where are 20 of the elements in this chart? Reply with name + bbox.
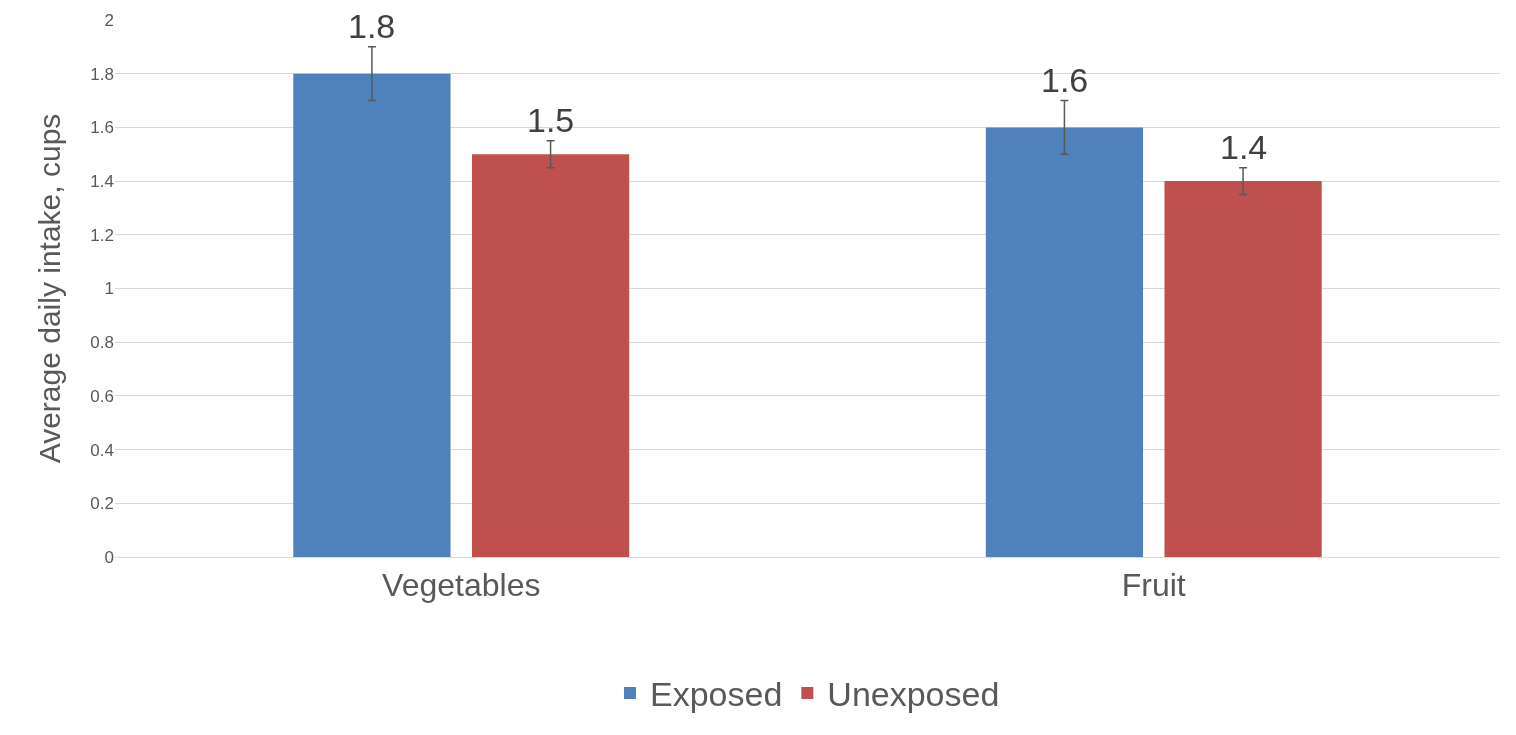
data-label: 1.5 — [527, 101, 575, 139]
y-tick-label: 1.4 — [90, 172, 114, 192]
y-tick-label: 1.6 — [90, 118, 114, 138]
x-tick-label: Fruit — [1121, 567, 1186, 604]
y-tick-label: 1.2 — [90, 225, 114, 245]
data-label: 1.8 — [348, 7, 396, 45]
y-tick-label: 1.8 — [90, 64, 114, 84]
y-tick-label: 0.8 — [90, 333, 114, 353]
x-tick-label: Vegetables — [382, 567, 541, 604]
y-tick-label: 0.4 — [90, 440, 114, 460]
data-label: 1.6 — [1041, 61, 1089, 99]
legend-label: Exposed — [650, 675, 783, 714]
data-label: 1.4 — [1220, 128, 1268, 166]
y-tick-label: 2 — [104, 10, 114, 30]
y-tick-label: 1 — [104, 279, 114, 299]
y-tick-label: 0.2 — [90, 494, 114, 514]
y-axis-title: Average daily intake, cups — [33, 113, 67, 464]
legend-label: Unexposed — [827, 675, 1000, 714]
y-tick-label: 0.6 — [90, 386, 114, 406]
y-tick-label: 0 — [104, 547, 114, 567]
